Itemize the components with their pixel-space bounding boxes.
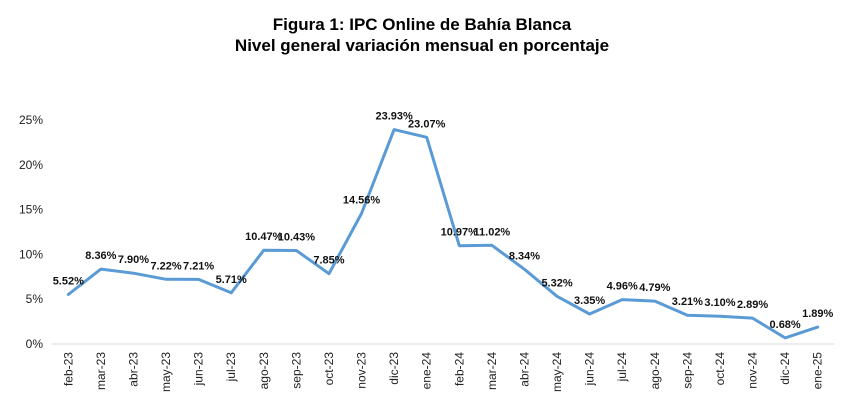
x-tick-label: nov-24: [746, 352, 760, 389]
x-tick-label: jul-24: [615, 352, 629, 383]
y-tick-label: 15%: [19, 203, 43, 217]
data-label-group: 5.52% 8.36% 7.90%7.22% 7.21%5.71% 10.47%10.4…: [53, 111, 834, 331]
y-tick-label: 0%: [26, 337, 44, 351]
data-label: 3.35%: [574, 295, 605, 307]
data-label: 7.21%: [183, 260, 214, 272]
x-tick-label: ago-23: [257, 352, 271, 390]
y-tick-label: 25%: [19, 113, 43, 127]
data-label: 11.02%: [474, 226, 511, 238]
data-label: 10.97%: [441, 227, 479, 239]
x-tick-label: may-24: [550, 352, 564, 392]
chart-title-block: Figura 1: IPC Online de Bahía Blanca Niv…: [0, 14, 844, 56]
x-tick-label: mar-24: [485, 352, 499, 390]
data-label: 4.96%: [607, 281, 638, 293]
x-tick-label: jul-23: [224, 352, 238, 383]
x-axis: feb-23 mar-23 abr-23 may-23 jun-23 jul-23 ago-…: [52, 343, 834, 392]
x-tick-label: dic-23: [387, 352, 401, 385]
data-label: 7.22%: [150, 260, 181, 272]
x-tick-label: abr-23: [126, 352, 140, 387]
data-label: 10.43%: [278, 232, 316, 244]
data-label: 14.56%: [343, 195, 381, 207]
series-line: [66, 128, 820, 340]
x-tick-label: oct-23: [322, 352, 336, 386]
y-tick-label: 20%: [19, 158, 43, 172]
x-tick-label: jun-24: [583, 352, 597, 387]
data-label: 10.47%: [245, 231, 283, 243]
x-tick-label: nov-23: [355, 352, 369, 389]
x-tick-label: jun-23: [192, 352, 206, 387]
x-tick-label: ago-24: [648, 352, 662, 390]
series-line-group: [66, 128, 820, 340]
data-label: 2.89%: [737, 299, 768, 311]
x-tick-label: sep-23: [289, 352, 303, 389]
x-tick-label: feb-24: [452, 352, 466, 386]
x-tick-label: mar-23: [94, 352, 108, 390]
data-label: 23.07%: [408, 118, 446, 130]
x-tick-label: ene-25: [811, 352, 825, 390]
data-label: 8.34%: [509, 250, 540, 262]
data-label: 0.68%: [770, 319, 801, 331]
x-tick-label: ene-24: [420, 352, 434, 390]
data-label: 4.79%: [639, 282, 670, 294]
y-tick-label: 10%: [19, 247, 43, 261]
data-label: 3.21%: [672, 296, 703, 308]
x-tick-label: feb-23: [61, 352, 75, 386]
data-label: 3.10%: [704, 297, 735, 309]
data-label: 5.71%: [216, 274, 247, 286]
data-label: 1.89%: [802, 308, 833, 320]
x-tick-label: oct-24: [713, 352, 727, 386]
data-label: 7.90%: [118, 254, 149, 266]
data-label: 5.32%: [541, 277, 572, 289]
x-tick-label: abr-24: [517, 352, 531, 387]
chart-subtitle: Nivel general variación mensual en porce…: [234, 36, 610, 55]
data-label: 7.85%: [313, 255, 344, 267]
chart-title: Figura 1: IPC Online de Bahía Blanca: [272, 15, 572, 34]
data-label: 8.36%: [85, 250, 116, 262]
data-label: 23.93%: [375, 111, 413, 123]
x-tick-label: dic-24: [778, 352, 792, 385]
data-label: 5.52%: [53, 276, 84, 288]
x-tick-label: sep-24: [680, 352, 694, 389]
y-tick-label: 5%: [26, 292, 44, 306]
y-axis: 0% 5% 10% 15% 20% 25%: [19, 113, 43, 351]
x-tick-label: may-23: [159, 352, 173, 392]
